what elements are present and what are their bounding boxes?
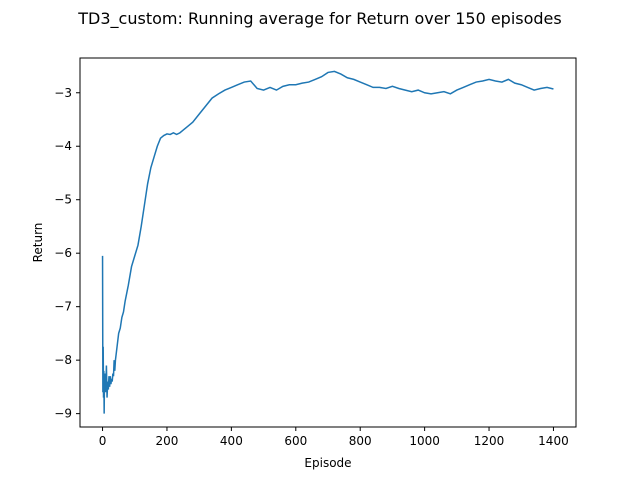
y-tick-label: −5 bbox=[54, 193, 72, 207]
x-tick-label: 800 bbox=[349, 434, 372, 448]
plot-area-frame bbox=[79, 57, 577, 428]
y-tick-label: −3 bbox=[54, 86, 72, 100]
x-tick-label: 400 bbox=[220, 434, 243, 448]
y-axis-label: Return bbox=[31, 223, 45, 263]
x-axis-label: Episode bbox=[304, 456, 351, 470]
return-series-line bbox=[101, 70, 554, 414]
y-tick-label: −8 bbox=[54, 353, 72, 367]
y-tick-label: −6 bbox=[54, 246, 72, 260]
y-tick-label: −4 bbox=[54, 139, 72, 153]
x-tick-label: 1200 bbox=[474, 434, 505, 448]
chart-title: TD3_custom: Running average for Return o… bbox=[77, 9, 561, 29]
y-tick-label: −7 bbox=[54, 300, 72, 314]
x-tick-label: 0 bbox=[99, 434, 107, 448]
x-tick-label: 600 bbox=[284, 434, 307, 448]
x-axis: 0 200 400 600 800 1000 1200 1400 bbox=[99, 427, 569, 448]
y-axis: −9 −8 −7 −6 −5 −4 −3 bbox=[54, 86, 80, 421]
y-tick-label: −9 bbox=[54, 407, 72, 421]
x-tick-label: 1400 bbox=[538, 434, 569, 448]
x-tick-label: 1000 bbox=[409, 434, 440, 448]
x-tick-label: 200 bbox=[156, 434, 179, 448]
